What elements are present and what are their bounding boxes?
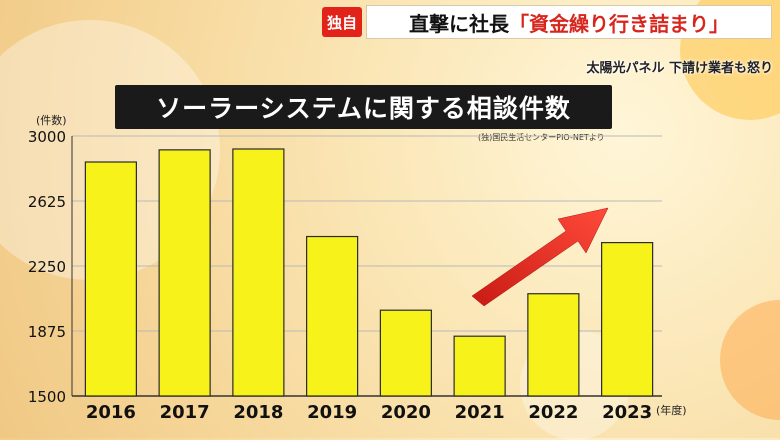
y-tick-label: 1875 bbox=[28, 323, 66, 341]
x-tick-label: 2022 bbox=[528, 402, 578, 423]
trend-arrow-shape bbox=[471, 207, 609, 307]
bar-2022 bbox=[527, 293, 580, 397]
x-axis-unit-label: (年度) bbox=[656, 404, 687, 417]
x-tick-label: 2021 bbox=[455, 402, 505, 423]
bar-2021 bbox=[453, 335, 506, 397]
y-tick-label: 2250 bbox=[28, 258, 66, 276]
y-tick-label: 2625 bbox=[28, 193, 66, 211]
headline: 直撃に社長 「資金繰り行き詰まり」 bbox=[366, 5, 772, 39]
chart-bars bbox=[84, 148, 654, 397]
headline-main: 直撃に社長 bbox=[409, 11, 509, 36]
headline-quote: 「資金繰り行き詰まり」 bbox=[509, 11, 729, 36]
subheadline: 太陽光パネル 下請け業者も怒り bbox=[586, 61, 773, 76]
chart-title: ソーラーシステムに関する相談件数 bbox=[115, 85, 612, 129]
x-tick-label: 2018 bbox=[233, 402, 283, 423]
bar-2016 bbox=[84, 161, 137, 397]
bar-2019 bbox=[306, 235, 359, 397]
x-tick-label: 2016 bbox=[86, 402, 136, 423]
y-axis-unit-label: (件数) bbox=[36, 114, 67, 127]
bar-2018 bbox=[232, 148, 285, 397]
x-axis-ticks: 2016 2017 2018 2019 2020 2021 2022 2023 bbox=[86, 402, 652, 423]
x-tick-label: 2019 bbox=[307, 402, 357, 423]
chart-source: (独)国民生活センターPIO-NETより bbox=[478, 133, 605, 142]
bar-2020 bbox=[379, 309, 432, 397]
bar-2023 bbox=[601, 242, 654, 397]
trend-arrow bbox=[471, 207, 609, 307]
bar-2017 bbox=[158, 149, 211, 397]
x-tick-label: 2020 bbox=[381, 402, 431, 423]
y-tick-label: 3000 bbox=[28, 128, 66, 146]
x-tick-label: 2023 bbox=[602, 402, 652, 423]
y-axis-ticks: 3000 2625 2250 1875 1500 bbox=[28, 128, 66, 406]
x-tick-label: 2017 bbox=[160, 402, 210, 423]
exclusive-badge: 独自 bbox=[322, 7, 362, 37]
y-tick-label: 1500 bbox=[28, 388, 66, 406]
